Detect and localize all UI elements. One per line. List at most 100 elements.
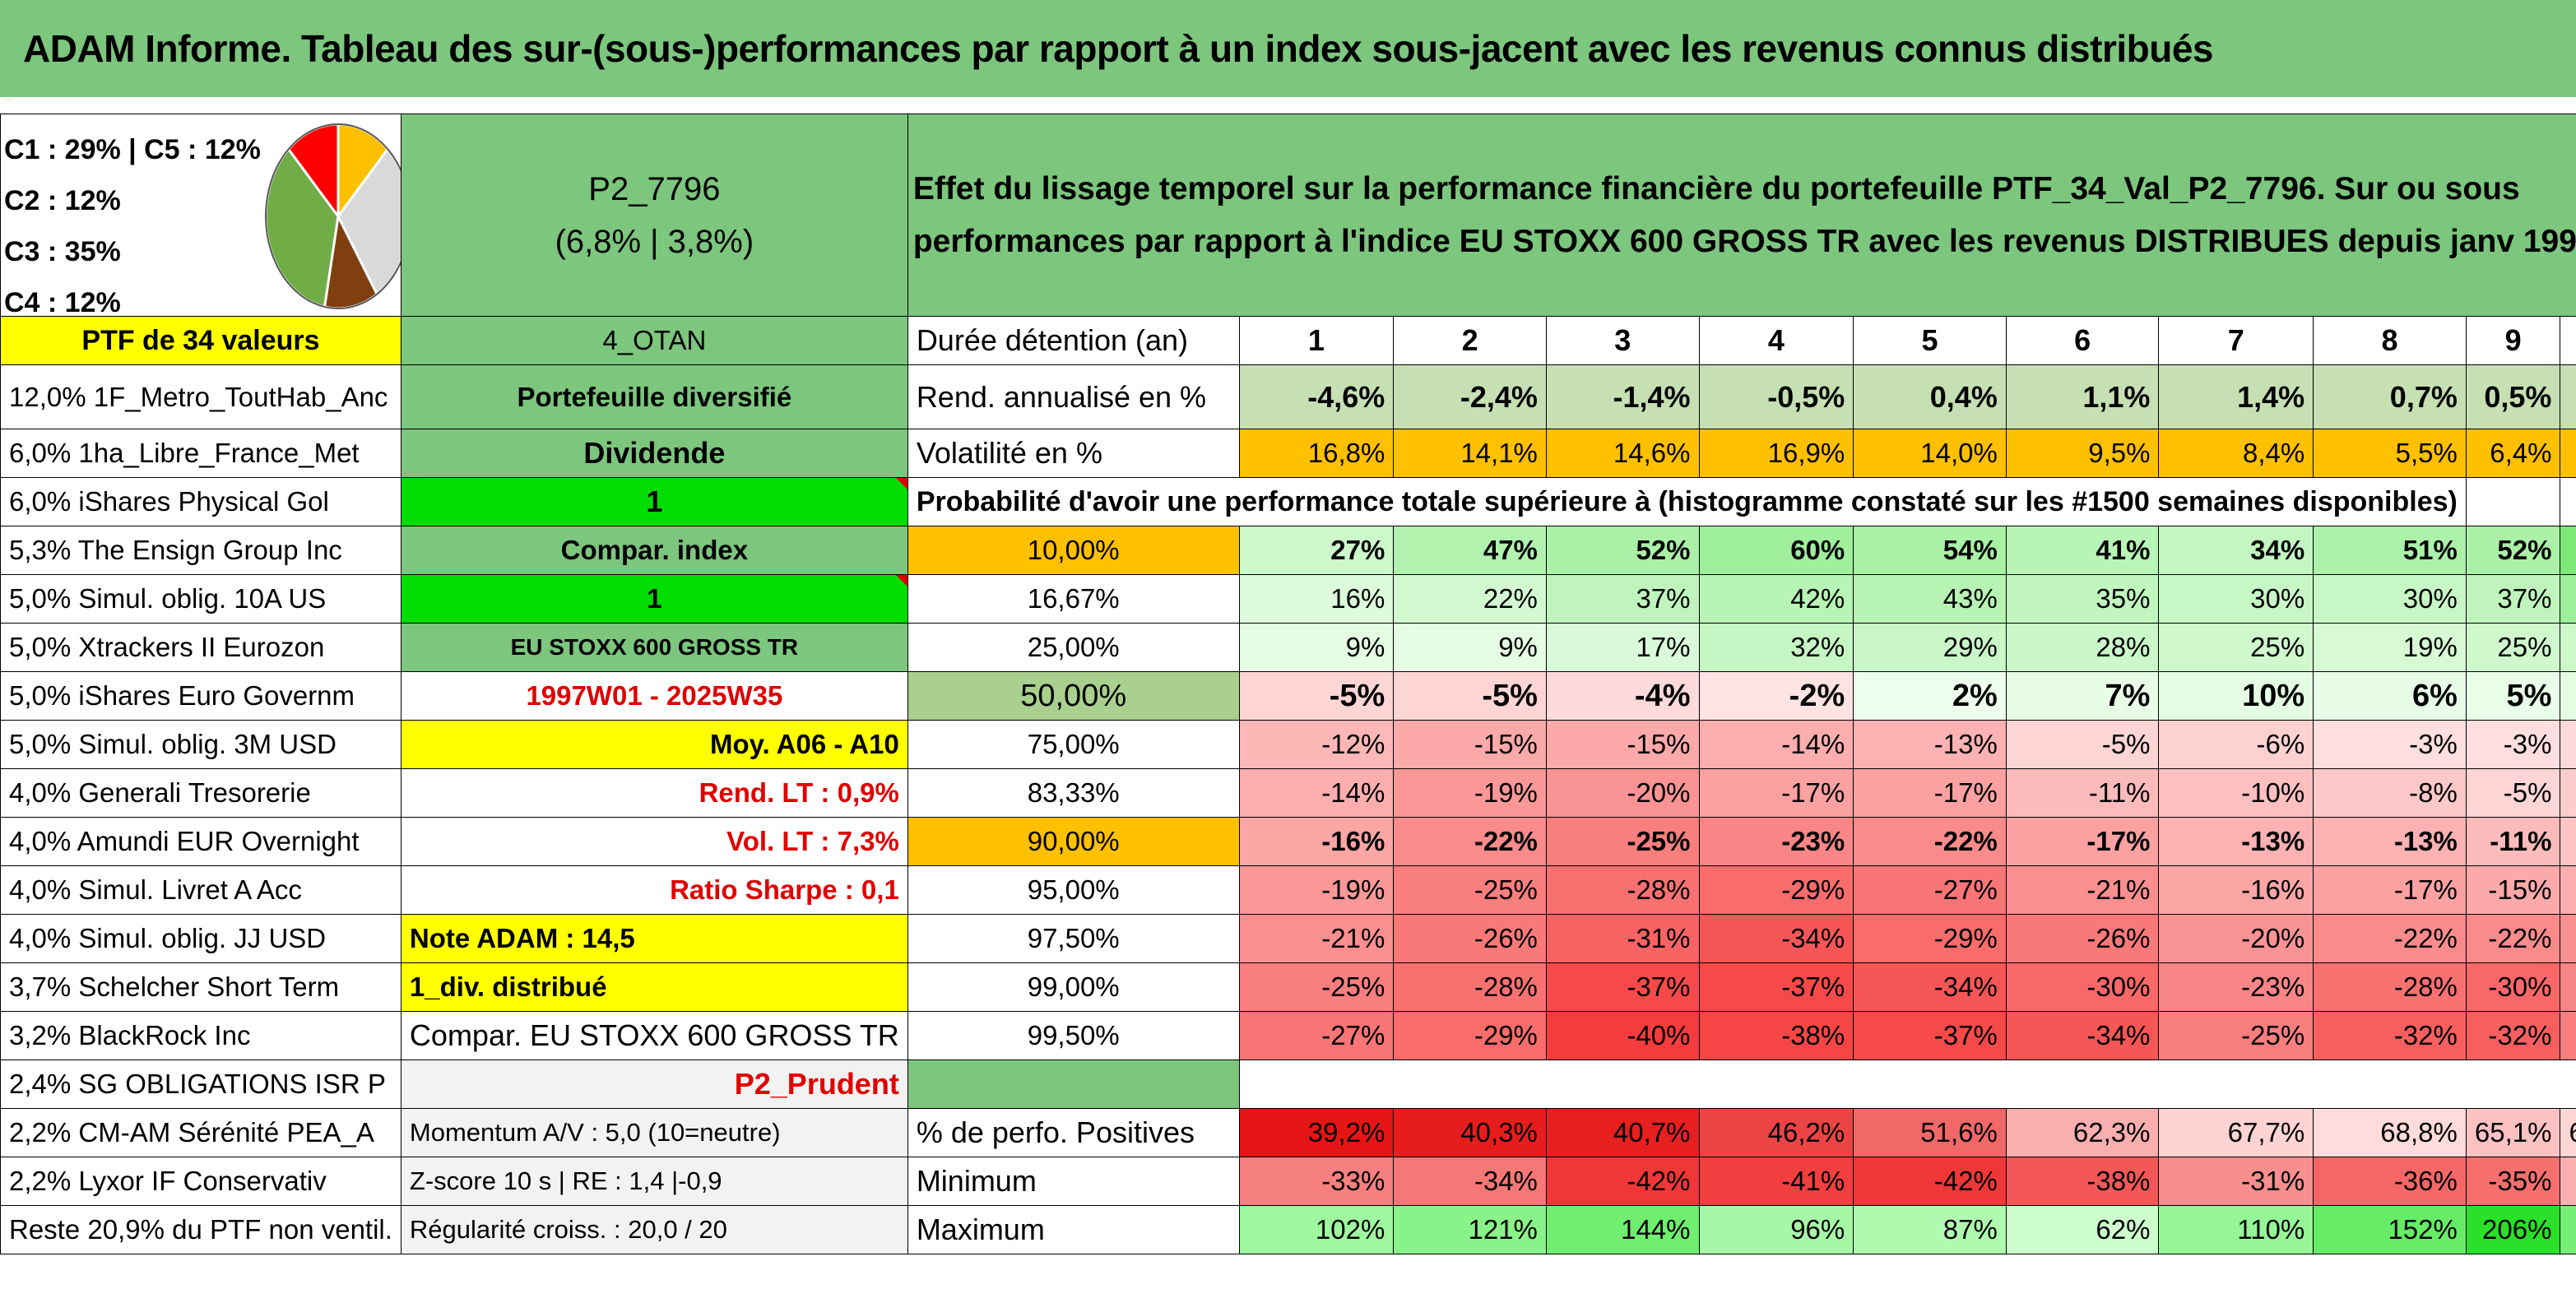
minimum-value: -34% xyxy=(1393,1157,1547,1206)
return-label: Rend. annualisé en % xyxy=(907,364,1240,429)
percentile-value: 19% xyxy=(2313,623,2467,672)
percentile-value: -4% xyxy=(1545,671,1700,721)
percentile-row: 4,0% Simul. Livret A Acc Ratio Sharpe : 0… xyxy=(0,865,2576,915)
percentile-value: -25% xyxy=(2560,1011,2576,1060)
percentile-value: -27% xyxy=(1853,865,2007,915)
portfolio-code-cell: P2_7796 (6,8% | 3,8%) xyxy=(400,114,908,317)
portfolio-code: P2_7796 xyxy=(588,170,721,207)
percentile-value: -26% xyxy=(1393,914,1547,963)
performance-table: C1 : 29% | C5 : 12% C2 : 12% C3 : 35% C4 : … xyxy=(0,114,2576,1254)
return-value: 0,7% xyxy=(2313,364,2467,429)
positive-value: 39,2% xyxy=(1238,1108,1395,1157)
percentile-value: -32% xyxy=(2465,1011,2561,1060)
holding-item: 5,0% Simul. oblig. 10A US xyxy=(0,574,401,624)
percentile-threshold: 95,00% xyxy=(907,865,1240,915)
volatility-value: 16,9% xyxy=(1698,429,1854,478)
year-header: 8 xyxy=(2313,316,2467,365)
holding-item: 5,0% Xtrackers II Eurozon xyxy=(0,623,401,672)
holding-item: 6,0% iShares Physical Gol xyxy=(0,477,401,526)
percentile-value: -34% xyxy=(2005,1011,2160,1060)
volatility-value: 6,4% xyxy=(2465,429,2561,478)
percentile-value: -37% xyxy=(1545,962,1700,1012)
regularity: Régularité croiss. : 20,0 / 20 xyxy=(400,1205,908,1254)
year-header: 3 xyxy=(1545,316,1700,365)
holding-item: 4,0% Amundi EUR Overnight xyxy=(0,817,401,866)
holding-item: Reste 20,9% du PTF non ventil. xyxy=(0,1205,401,1254)
percentile-threshold: 83,33% xyxy=(907,768,1240,818)
holding-item: 3,7% Schelcher Short Term xyxy=(0,962,401,1012)
percentile-value: 37% xyxy=(2465,574,2561,624)
holding-item: 3,2% BlackRock Inc xyxy=(0,1011,401,1060)
pie-legend: C1 : 29% | C5 : 12% C2 : 12% C3 : 35% C4 : … xyxy=(4,124,261,316)
volatility-value: 5,5% xyxy=(2313,429,2467,478)
percentile-row: 3,7% Schelcher Short Term 1_div. distribu… xyxy=(0,962,2576,1012)
percentile-value: 42% xyxy=(1698,574,1854,624)
percentile-value: -38% xyxy=(1698,1011,1854,1060)
percentile-threshold: 50,00% xyxy=(907,671,1240,721)
dividend-label: Dividende xyxy=(400,429,908,478)
percentile-value: -25% xyxy=(2158,1011,2314,1060)
positive-value: 40,3% xyxy=(1393,1108,1547,1157)
percentile-value: -19% xyxy=(1393,768,1547,818)
percentile-value: -25% xyxy=(1545,817,1700,866)
holding-item: 5,3% The Ensign Group Inc xyxy=(0,526,401,575)
percentile-value: -20% xyxy=(1545,768,1700,818)
percentile-value: -16% xyxy=(1238,817,1395,866)
percentile-value: 61% xyxy=(2560,574,2576,624)
momentum: Momentum A/V : 5,0 (10=neutre) xyxy=(400,1108,908,1157)
minimum-row: 2,2% Lyxor IF Conservativ Z-score 10 s | … xyxy=(0,1157,2576,1206)
holding-item: 2,2% CM-AM Sérénité PEA_A xyxy=(0,1108,401,1157)
percentile-value: -14% xyxy=(1698,720,1854,769)
minimum-value: -41% xyxy=(1698,1157,1854,1206)
minimum-value: -42% xyxy=(1545,1157,1700,1206)
percentile-value: 9% xyxy=(1393,623,1547,672)
year-header: 4 xyxy=(1698,316,1854,365)
maximum-value: 206% xyxy=(2465,1205,2561,1254)
percentile-value: -31% xyxy=(1545,914,1700,963)
maximum-value: 102% xyxy=(1238,1205,1395,1254)
percentile-value: -22% xyxy=(2465,914,2561,963)
year-header: 10 xyxy=(2560,316,2576,365)
positive-value: 68,8% xyxy=(2313,1108,2467,1157)
maximum-value: 121% xyxy=(1393,1205,1547,1254)
percentile-threshold: 99,50% xyxy=(907,1011,1240,1060)
index-name: EU STOXX 600 GROSS TR xyxy=(400,623,908,672)
percentile-value: -29% xyxy=(1853,914,2007,963)
pie-outline xyxy=(265,123,401,309)
holding-item: 4,0% Simul. Livret A Acc xyxy=(0,865,401,915)
holding-item: 2,4% SG OBLIGATIONS ISR P xyxy=(0,1059,401,1109)
percentile-value: -22% xyxy=(2313,914,2467,963)
portfolio-category: 4_OTAN xyxy=(400,316,908,365)
percentile-value: 30% xyxy=(2158,574,2314,624)
percentile-value: 28% xyxy=(2005,623,2160,672)
percentile-value: 16% xyxy=(1238,574,1395,624)
return-row: 12,0% 1F_Metro_ToutHab_Anc Portefeuille d… xyxy=(0,364,2576,429)
percentile-row: 4,0% Amundi EUR Overnight Vol. LT : 7,3% 9… xyxy=(0,817,2576,866)
percentile-value: -6% xyxy=(2158,720,2314,769)
percentile-value: 34% xyxy=(2158,526,2314,575)
holding-item: 4,0% Generali Tresorerie xyxy=(0,768,401,818)
maximum-value: 144% xyxy=(1545,1205,1700,1254)
percentile-value: -2% xyxy=(1698,671,1854,721)
volatility-value: 16,8% xyxy=(1238,429,1395,478)
percentile-value: -5% xyxy=(2005,720,2160,769)
maximum-row: Reste 20,9% du PTF non ventil. Régularité… xyxy=(0,1205,2576,1254)
percentile-threshold: 75,00% xyxy=(907,720,1240,769)
percentile-value: 52% xyxy=(2465,526,2561,575)
compare-index-flag: 1 xyxy=(400,574,908,624)
percentile-value: -25% xyxy=(1393,865,1547,915)
percentile-threshold: 97,50% xyxy=(907,914,1240,963)
pie-legend-item: C3 : 35% xyxy=(4,236,121,267)
percentile-value: -34% xyxy=(1698,914,1854,963)
year-header: 6 xyxy=(2005,316,2160,365)
percentile-value: -29% xyxy=(1698,865,1854,915)
percentile-value: -23% xyxy=(2560,962,2576,1012)
percentile-value: 27% xyxy=(1238,526,1395,575)
percentile-value: 5% xyxy=(2465,671,2561,721)
percentile-value: -21% xyxy=(1238,914,1395,963)
maximum-value: 62% xyxy=(2005,1205,2160,1254)
percentile-value: -3% xyxy=(2465,720,2561,769)
percentile-value: -37% xyxy=(1698,962,1854,1012)
minimum-label: Minimum xyxy=(907,1157,1240,1206)
allocation-pie-chart xyxy=(264,123,401,310)
